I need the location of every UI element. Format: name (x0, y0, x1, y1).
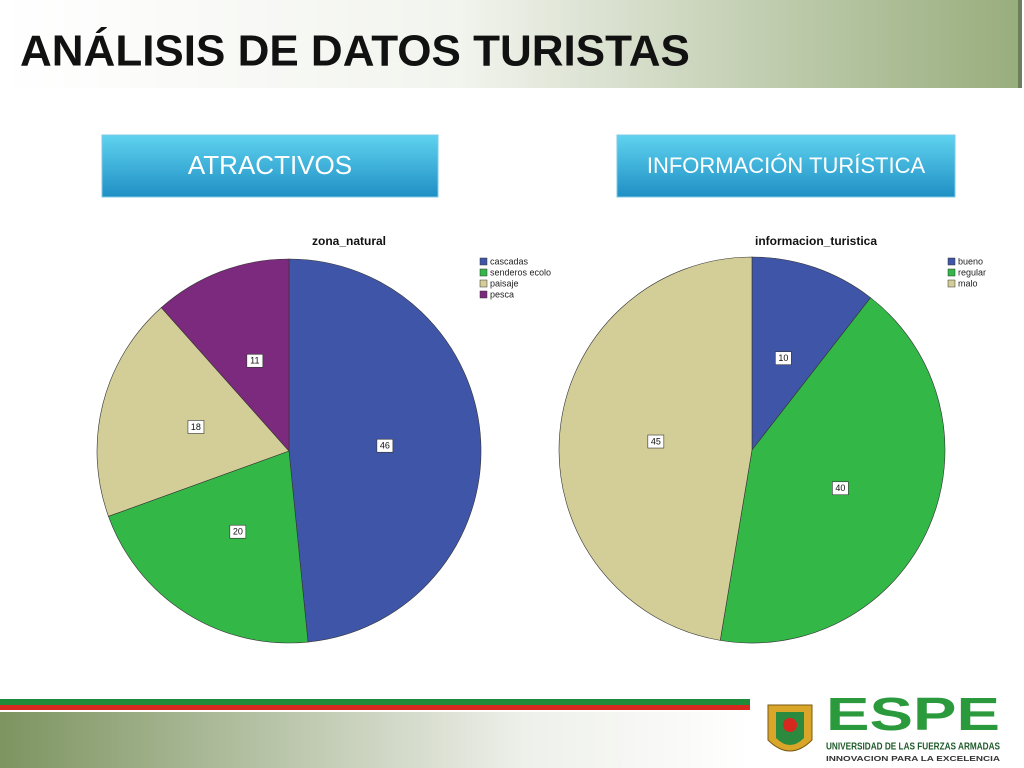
data-label: 20 (233, 527, 243, 537)
section-button (616, 134, 956, 198)
legend-label: senderos ecolo (490, 267, 551, 277)
data-label-box (246, 353, 264, 368)
pie-slice (751, 256, 871, 451)
data-label: 45 (651, 436, 661, 446)
legend-label: bueno (958, 256, 983, 266)
logo-university: UNIVERSIDAD DE LAS FUERZAS ARMADAS (826, 742, 1000, 753)
legend-swatch (479, 257, 488, 266)
data-label: 46 (380, 441, 390, 451)
data-label: 18 (191, 422, 201, 432)
legend-swatch (479, 268, 488, 277)
footer-line-green (0, 699, 750, 705)
crest-dot (783, 718, 797, 732)
crest (767, 704, 813, 752)
legend-label: malo (958, 278, 978, 288)
legend-swatch (479, 290, 488, 299)
legend-swatch (479, 279, 488, 288)
data-label: 11 (250, 356, 259, 366)
footer-band (0, 712, 750, 768)
data-label-box (832, 481, 849, 496)
data-label-box (229, 524, 247, 539)
data-label: 40 (835, 483, 845, 493)
section-label: INFORMACIÓN TURÍSTICA (647, 153, 926, 178)
pie-slice (108, 450, 309, 644)
legend-label: paisaje (490, 278, 519, 288)
pie-slice (160, 258, 290, 452)
pie-slice (96, 307, 290, 517)
logo-motto: INNOVACION PARA LA EXCELENCIA (826, 756, 1000, 763)
header-band (0, 0, 1020, 88)
logo-text: ESPE (826, 688, 1000, 740)
legend-label: pesca (490, 289, 514, 299)
legend-swatch (947, 257, 956, 266)
legend-swatch (947, 268, 956, 277)
legend-swatch (947, 279, 956, 288)
pie-slice (558, 256, 753, 641)
header-edge (1018, 0, 1022, 88)
section-button (101, 134, 439, 198)
pie-slice (719, 297, 946, 644)
section-label: ATRACTIVOS (188, 150, 352, 180)
data-label-box (775, 351, 792, 366)
slide-title: ANÁLISIS DE DATOS TURISTAS (20, 26, 690, 76)
data-label-box (376, 438, 394, 453)
footer-line-red (0, 705, 750, 710)
chart-title: informacion_turistica (755, 234, 877, 248)
legend-label: cascadas (490, 256, 529, 266)
data-label: 10 (778, 353, 788, 363)
data-label-box (647, 434, 665, 449)
data-label-box (187, 420, 205, 434)
legend-label: regular (958, 267, 986, 277)
chart-title: zona_natural (312, 234, 386, 248)
